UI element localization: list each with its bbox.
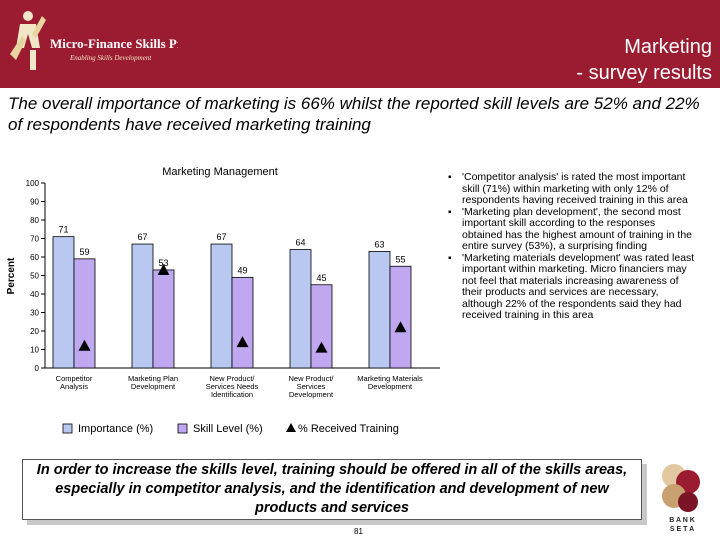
- legend-label-importance: Importance (%): [78, 423, 153, 435]
- y-tick-label: 0: [35, 364, 40, 373]
- y-tick-label: 70: [30, 235, 39, 244]
- importance-value-label: 67: [137, 232, 147, 242]
- legend-label-training: % Received Training: [298, 423, 399, 435]
- y-tick-label: 10: [30, 346, 39, 355]
- legend-swatch-importance: [62, 423, 73, 434]
- training-triangle-marker: [78, 339, 91, 351]
- y-tick-label: 100: [26, 179, 40, 188]
- skill-level-value-label: 53: [158, 258, 168, 268]
- x-category-label: Services: [297, 382, 326, 391]
- legend-label-skill: Skill Level (%): [193, 423, 263, 435]
- logo-tagline: Enabling Skills Development: [69, 54, 152, 62]
- finding-item: 'Competitor analysis' is rated the most …: [448, 171, 698, 207]
- importance-value-label: 67: [216, 232, 226, 242]
- page-number: 81: [354, 527, 363, 536]
- y-tick-label: 20: [30, 327, 39, 336]
- skill-level-value-label: 49: [237, 265, 247, 275]
- x-category-label: Services Needs: [206, 382, 259, 391]
- skill-level-bar: [73, 258, 96, 369]
- skill-level-bar: [389, 265, 412, 369]
- y-axis-label: Percent: [6, 257, 17, 294]
- importance-bar: [131, 243, 154, 369]
- y-tick-label: 50: [30, 272, 39, 281]
- title-line-2: - survey results: [576, 62, 712, 84]
- importance-value-label: 63: [374, 239, 384, 249]
- x-category-label: New Product/: [209, 374, 255, 383]
- y-tick-label: 90: [30, 198, 39, 207]
- x-category-label: Analysis: [60, 382, 88, 391]
- logo-person-icon: [10, 11, 46, 70]
- logo-name: Micro-Finance Skills Project: [50, 36, 178, 51]
- slide-subtitle: The overall importance of marketing is 6…: [8, 94, 700, 134]
- y-tick-label: 30: [30, 309, 39, 318]
- findings-list: 'Competitor analysis' is rated the most …: [448, 171, 698, 322]
- marketing-management-chart: Marketing Management Percent 0 10 20 30 40 50 60…: [6, 166, 440, 435]
- training-triangle-marker: [315, 341, 328, 353]
- bank-logo-line1: B A N K: [669, 517, 695, 524]
- skill-level-bar: [152, 269, 175, 369]
- legend-swatch-skill: [177, 423, 188, 434]
- importance-bar: [210, 243, 233, 369]
- chart-title: Marketing Management: [162, 166, 278, 178]
- training-triangle-marker: [157, 263, 170, 275]
- finding-item: 'Marketing materials development' was ra…: [448, 252, 698, 322]
- skill-level-value-label: 55: [395, 254, 405, 264]
- x-category-label: Marketing Plan: [128, 374, 178, 383]
- importance-value-label: 64: [295, 238, 305, 248]
- importance-bar: [52, 236, 75, 369]
- skill-level-value-label: 45: [316, 273, 326, 283]
- x-category-label: Development: [289, 390, 334, 399]
- y-tick-label: 60: [30, 253, 39, 262]
- importance-bar: [368, 251, 391, 369]
- x-category-label: Identification: [211, 390, 253, 399]
- x-category-label: Competitor: [56, 374, 93, 383]
- skill-level-bar: [231, 276, 254, 369]
- bank-seta-logo: B A N K S E T A: [662, 464, 700, 533]
- bank-seta-emblem-icon: [662, 464, 700, 512]
- training-triangle-marker: [394, 321, 407, 333]
- skill-level-bar: [310, 284, 333, 369]
- header-banner: Micro-Finance Skills Project Enabling Sk…: [0, 0, 720, 88]
- x-category-label: Marketing Materials: [357, 374, 423, 383]
- skill-level-value-label: 59: [79, 247, 89, 257]
- bank-logo-line2: S E T A: [670, 526, 694, 533]
- title-line-1: Marketing: [624, 36, 712, 58]
- x-category-label: Development: [368, 382, 413, 391]
- legend-triangle-marker: [286, 423, 296, 432]
- recommendation-callout: In order to increase the skills level, t…: [22, 459, 642, 520]
- training-triangle-marker: [236, 336, 249, 348]
- y-tick-label: 80: [30, 216, 39, 225]
- y-tick-label: 40: [30, 290, 39, 299]
- importance-bar: [289, 249, 312, 369]
- micro-finance-logo: Micro-Finance Skills Project Enabling Sk…: [10, 11, 178, 70]
- importance-value-label: 71: [58, 225, 68, 235]
- slide-title: Marketing - survey results: [576, 34, 712, 86]
- finding-item: 'Marketing plan development', the second…: [448, 206, 698, 253]
- x-category-label: New Product/: [288, 374, 334, 383]
- x-category-label: Development: [131, 382, 176, 391]
